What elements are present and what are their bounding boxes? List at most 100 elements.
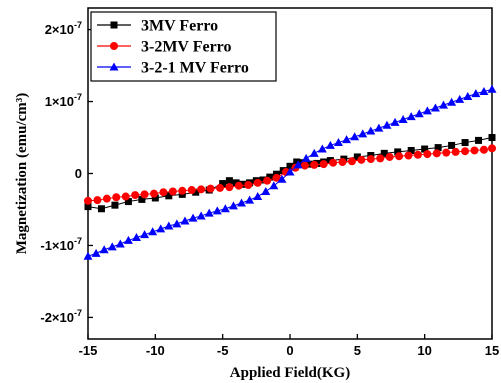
x-axis-ticks: -15 -10 -5 0 5 10 15 bbox=[79, 334, 499, 358]
data-point bbox=[293, 158, 301, 166]
data-point bbox=[206, 184, 215, 193]
data-point bbox=[149, 189, 158, 198]
data-point bbox=[140, 230, 150, 239]
data-point bbox=[329, 158, 338, 167]
x-tick-label: 0 bbox=[286, 343, 293, 358]
data-point bbox=[91, 248, 101, 257]
x-tick-label: -15 bbox=[79, 343, 98, 358]
data-point bbox=[259, 176, 267, 184]
data-point bbox=[342, 135, 352, 144]
data-point bbox=[333, 138, 343, 147]
data-point bbox=[277, 174, 287, 183]
data-point bbox=[488, 134, 496, 142]
data-point bbox=[237, 198, 247, 207]
data-point bbox=[102, 194, 111, 203]
data-point bbox=[306, 160, 314, 168]
data-point bbox=[99, 245, 109, 254]
y-tick-label: 0 bbox=[75, 166, 82, 181]
data-point bbox=[463, 92, 473, 101]
data-point bbox=[188, 213, 198, 222]
data-point bbox=[439, 100, 449, 109]
data-point bbox=[309, 148, 319, 157]
data-point bbox=[404, 151, 413, 160]
data-point bbox=[413, 150, 422, 159]
x-tick-label: 5 bbox=[354, 343, 361, 358]
data-point bbox=[366, 126, 376, 135]
data-point bbox=[112, 193, 121, 202]
data-point bbox=[164, 221, 174, 230]
data-point bbox=[228, 201, 238, 210]
legend-item: 3-2-1 MV Ferro bbox=[97, 60, 249, 77]
data-point bbox=[448, 141, 456, 149]
data-point bbox=[121, 192, 130, 201]
data-point bbox=[244, 181, 253, 190]
data-point bbox=[293, 160, 303, 169]
data-point bbox=[390, 117, 400, 126]
data-point bbox=[319, 160, 328, 169]
y-tick-label: 2×10-7 bbox=[45, 20, 82, 37]
data-point bbox=[301, 153, 311, 162]
data-point bbox=[148, 227, 158, 236]
data-point bbox=[131, 233, 141, 242]
y-axis-ticks: -2×10-7 -1×10-7 0 1×10-7 2×10-7 bbox=[40, 20, 93, 325]
data-series bbox=[83, 84, 497, 260]
data-point bbox=[286, 162, 294, 170]
data-point bbox=[310, 160, 319, 169]
x-axis-title: Applied Field(KG) bbox=[230, 365, 350, 381]
data-point bbox=[430, 103, 440, 112]
legend-item: 3-2MV Ferro bbox=[97, 39, 231, 56]
data-point bbox=[220, 204, 230, 213]
data-point bbox=[353, 153, 361, 161]
data-point bbox=[422, 106, 432, 115]
data-point bbox=[261, 186, 271, 195]
data-point bbox=[395, 152, 404, 161]
data-point bbox=[421, 145, 429, 153]
y-tick-label: -2×10-7 bbox=[40, 308, 82, 325]
data-point bbox=[212, 206, 222, 215]
data-point bbox=[479, 86, 489, 95]
data-point bbox=[350, 132, 360, 141]
data-point bbox=[165, 192, 173, 200]
x-tick-label: 10 bbox=[417, 343, 431, 358]
data-point bbox=[115, 239, 125, 248]
legend: 3MV Ferro 3-2MV Ferro 3-2-1 MV Ferro bbox=[90, 11, 277, 82]
data-point bbox=[385, 152, 394, 161]
data-point bbox=[97, 205, 105, 213]
legend-label: 3MV Ferro bbox=[141, 18, 218, 35]
data-point bbox=[461, 147, 470, 156]
legend-marker bbox=[109, 62, 119, 71]
data-point bbox=[461, 139, 469, 147]
data-point bbox=[225, 177, 233, 185]
data-point bbox=[204, 208, 214, 217]
series-3 bbox=[83, 84, 497, 260]
data-point bbox=[192, 188, 200, 196]
data-point bbox=[488, 144, 496, 153]
data-point bbox=[358, 129, 368, 138]
data-point bbox=[380, 149, 388, 157]
data-point bbox=[432, 149, 441, 158]
data-point bbox=[239, 180, 247, 188]
data-point bbox=[269, 181, 279, 190]
data-point bbox=[93, 196, 102, 205]
data-point bbox=[197, 185, 206, 194]
data-point bbox=[140, 190, 149, 199]
data-point bbox=[317, 144, 327, 153]
data-point bbox=[471, 89, 481, 98]
data-point bbox=[196, 211, 206, 220]
data-point bbox=[123, 235, 133, 244]
data-point bbox=[263, 176, 272, 185]
y-tick-label: 1×10-7 bbox=[45, 92, 82, 109]
data-point bbox=[253, 178, 262, 187]
data-point bbox=[455, 94, 465, 103]
data-point bbox=[225, 183, 234, 192]
data-point bbox=[111, 201, 119, 209]
data-point bbox=[470, 146, 479, 155]
data-point bbox=[423, 150, 432, 159]
data-point bbox=[124, 198, 132, 206]
data-point bbox=[84, 203, 92, 211]
data-point bbox=[398, 115, 408, 124]
data-point bbox=[159, 188, 168, 197]
data-point bbox=[156, 224, 166, 233]
data-point bbox=[376, 154, 385, 163]
data-point bbox=[151, 194, 159, 202]
